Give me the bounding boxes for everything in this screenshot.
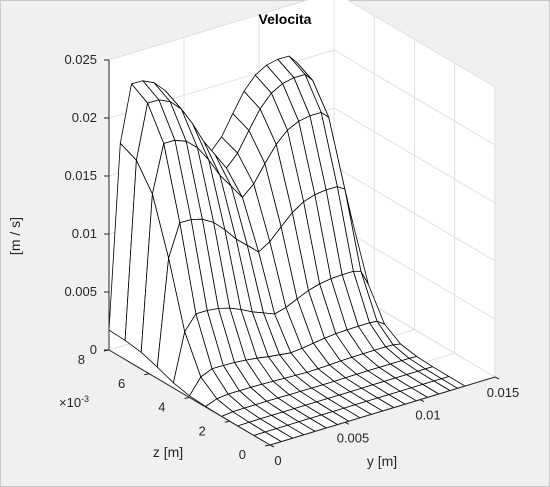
depth-tick-label: 6 [118, 376, 125, 391]
x-tick-label: 0.005 [337, 430, 370, 445]
x-axis-label: y [m] [367, 453, 397, 469]
surface-mesh [108, 55, 466, 446]
vertical-tick-label: 0.02 [72, 110, 97, 125]
vertical-tick-label: 0.01 [72, 226, 97, 241]
x-tick-mark [419, 399, 425, 403]
depth-axis-label: z [m] [153, 444, 183, 460]
grid-line [108, 0, 310, 61]
grid-line [333, 49, 496, 146]
vertical-tick-label: 0 [90, 342, 97, 357]
grid-line [333, 165, 496, 262]
depth-tick-mark [144, 373, 150, 376]
vertical-tick-labels: 0 0.005 0.01 0.015 0.02 0.025 [64, 52, 109, 357]
depth-tick-mark [264, 444, 271, 447]
x-tick-mark [344, 421, 350, 425]
depth-tick-mark [184, 397, 190, 399]
vertical-axis-label: [m / s] [7, 217, 23, 255]
x-tick-mark [269, 444, 275, 448]
depth-tick-label: 4 [158, 400, 165, 415]
x-tick-label: 0.015 [487, 385, 520, 400]
x-tick-mark [494, 376, 500, 380]
chart-title: Velocita [259, 11, 312, 27]
depth-tick-label: 8 [78, 352, 85, 367]
grid-line [333, 107, 496, 204]
depth-tick-mark [224, 420, 230, 423]
vertical-tick-label: 0.005 [64, 284, 97, 299]
vertical-tick-label: 0.015 [64, 168, 97, 183]
vertical-tick-label: 0.025 [64, 52, 97, 67]
x-tick-label: 0.01 [415, 408, 440, 423]
x-axis-line [269, 376, 496, 446]
depth-tick-label: 0 [239, 447, 246, 462]
x-tick-labels: 0 0.005 0.01 0.015 [269, 376, 520, 468]
x-tick-label: 0 [274, 453, 281, 468]
depth-tick-label: 2 [199, 423, 206, 438]
grid-line [333, 223, 496, 320]
exponent-label: ×10-3 [59, 394, 89, 410]
grid-line [346, 0, 496, 88]
